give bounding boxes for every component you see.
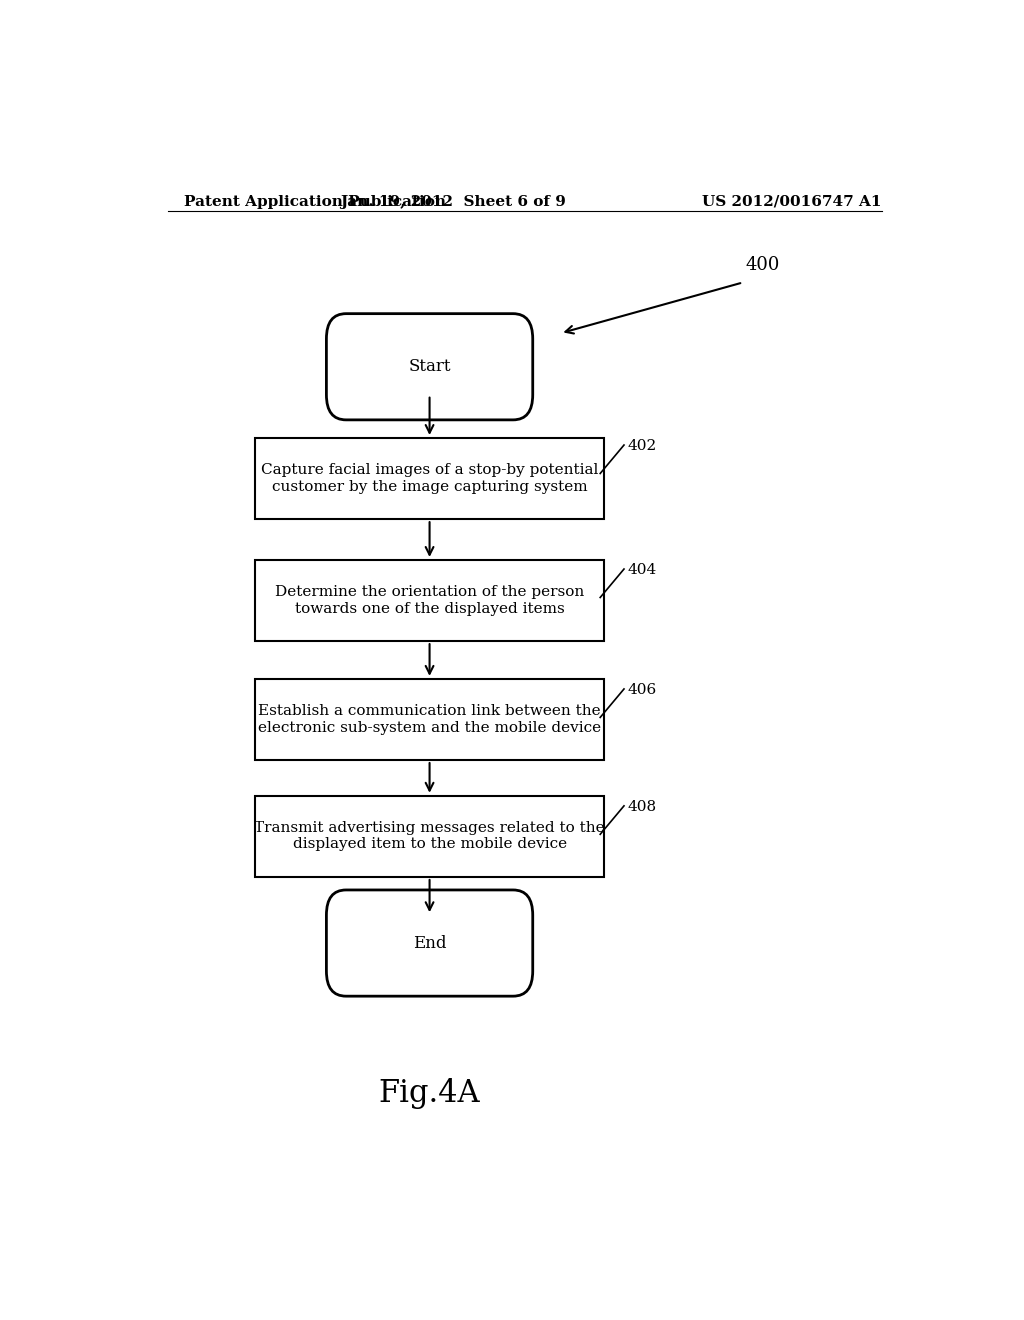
Text: Jan. 19, 2012  Sheet 6 of 9: Jan. 19, 2012 Sheet 6 of 9 bbox=[340, 195, 566, 209]
Text: Establish a communication link between the
electronic sub-system and the mobile : Establish a communication link between t… bbox=[258, 705, 601, 734]
Text: 406: 406 bbox=[628, 682, 657, 697]
Bar bbox=[255, 438, 604, 519]
Text: Capture facial images of a stop-by potential
customer by the image capturing sys: Capture facial images of a stop-by poten… bbox=[261, 463, 598, 494]
FancyBboxPatch shape bbox=[327, 314, 532, 420]
Text: Patent Application Publication: Patent Application Publication bbox=[183, 195, 445, 209]
Text: Transmit advertising messages related to the
displayed item to the mobile device: Transmit advertising messages related to… bbox=[254, 821, 605, 851]
Text: Start: Start bbox=[409, 358, 451, 375]
Text: 400: 400 bbox=[745, 256, 780, 275]
Bar bbox=[255, 678, 604, 760]
Text: Determine the orientation of the person
towards one of the displayed items: Determine the orientation of the person … bbox=[274, 586, 585, 615]
Text: End: End bbox=[413, 935, 446, 952]
Text: US 2012/0016747 A1: US 2012/0016747 A1 bbox=[702, 195, 882, 209]
Text: 408: 408 bbox=[628, 800, 657, 814]
Text: Fig.4A: Fig.4A bbox=[379, 1078, 480, 1109]
Text: 402: 402 bbox=[628, 440, 657, 453]
FancyBboxPatch shape bbox=[327, 890, 532, 997]
Text: 404: 404 bbox=[628, 564, 657, 577]
Bar bbox=[255, 560, 604, 642]
Bar bbox=[255, 796, 604, 876]
